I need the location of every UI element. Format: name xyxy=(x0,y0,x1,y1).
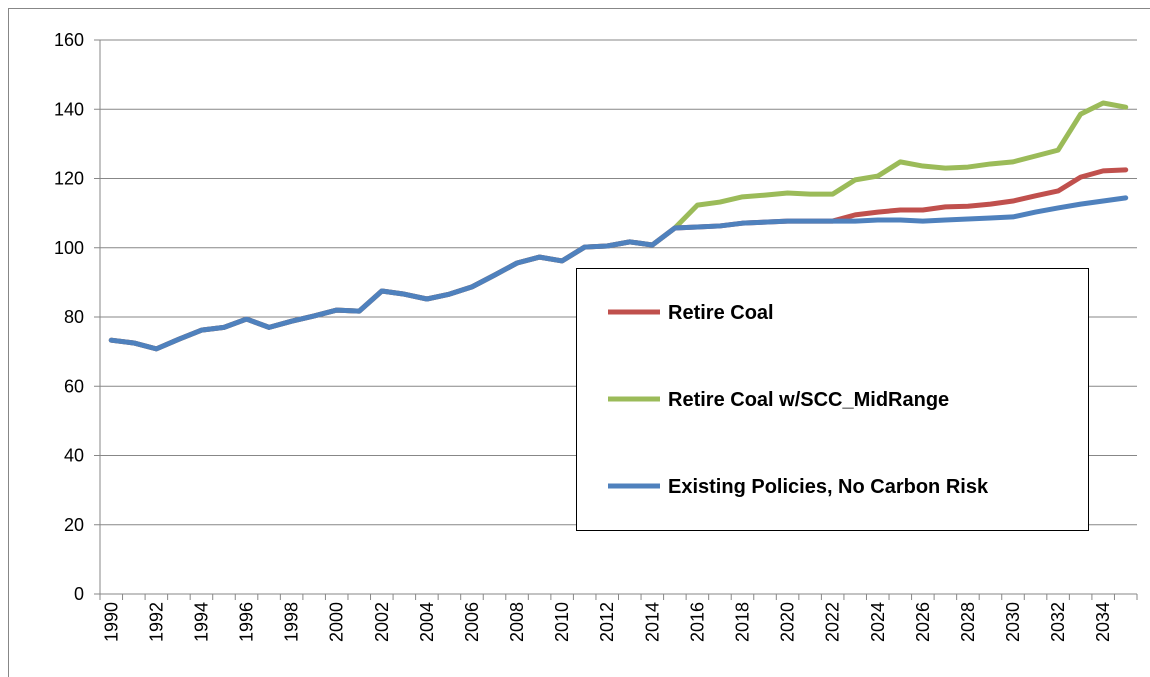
y-tick-label: 40 xyxy=(64,446,84,466)
x-tick-label: 2006 xyxy=(462,602,482,642)
x-tick-label: 2026 xyxy=(913,602,933,642)
x-tick-label: 2028 xyxy=(958,602,978,642)
series-line xyxy=(108,195,1129,352)
x-tick-label: 1996 xyxy=(237,602,257,642)
x-tick-label: 2012 xyxy=(597,602,617,642)
x-tick-label: 2002 xyxy=(372,602,392,642)
y-tick-label: 20 xyxy=(64,515,84,535)
x-tick-label: 1994 xyxy=(191,602,211,642)
legend-label: Retire Coal xyxy=(668,302,774,324)
y-tick-label: 100 xyxy=(54,238,84,258)
y-tick-label: 120 xyxy=(54,169,84,189)
x-tick-label: 2008 xyxy=(507,602,527,642)
x-tick-label: 2024 xyxy=(868,602,888,642)
y-tick-label: 60 xyxy=(64,376,84,396)
x-tick-label: 2020 xyxy=(778,602,798,642)
x-tick-label: 1998 xyxy=(282,602,302,642)
x-tick-label: 2018 xyxy=(732,602,752,642)
legend-label: Existing Policies, No Carbon Risk xyxy=(668,476,989,498)
chart-border xyxy=(8,8,1150,677)
x-tick-label: 2004 xyxy=(417,602,437,642)
x-tick-label: 2016 xyxy=(687,602,707,642)
x-tick-label: 2030 xyxy=(1003,602,1023,642)
x-tick-label: 2014 xyxy=(642,602,662,642)
x-tick-label: 2032 xyxy=(1048,602,1068,642)
legend-label: Retire Coal w/SCC_MidRange xyxy=(668,389,949,411)
y-tick-label: 0 xyxy=(74,584,84,604)
x-tick-label: 2010 xyxy=(552,602,572,642)
x-tick-label: 1992 xyxy=(146,602,166,642)
x-tick-label: 1990 xyxy=(101,602,121,642)
x-tick-label: 2034 xyxy=(1093,602,1113,642)
y-tick-label: 80 xyxy=(64,307,84,327)
x-tick-label: 2000 xyxy=(327,602,347,642)
x-tick-label: 2022 xyxy=(823,602,843,642)
y-tick-label: 140 xyxy=(54,99,84,119)
y-tick-label: 160 xyxy=(54,30,84,50)
legend-box xyxy=(576,268,1089,531)
